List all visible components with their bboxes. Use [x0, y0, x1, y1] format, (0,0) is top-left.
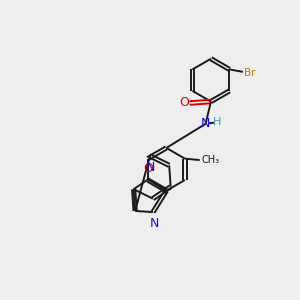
Text: O: O — [179, 96, 189, 109]
Text: N: N — [201, 117, 210, 130]
Text: N: N — [150, 218, 159, 230]
Text: N: N — [146, 161, 155, 174]
Text: O: O — [143, 162, 153, 175]
Text: Br: Br — [244, 68, 256, 78]
Text: CH₃: CH₃ — [201, 155, 219, 165]
Text: H: H — [213, 117, 221, 128]
